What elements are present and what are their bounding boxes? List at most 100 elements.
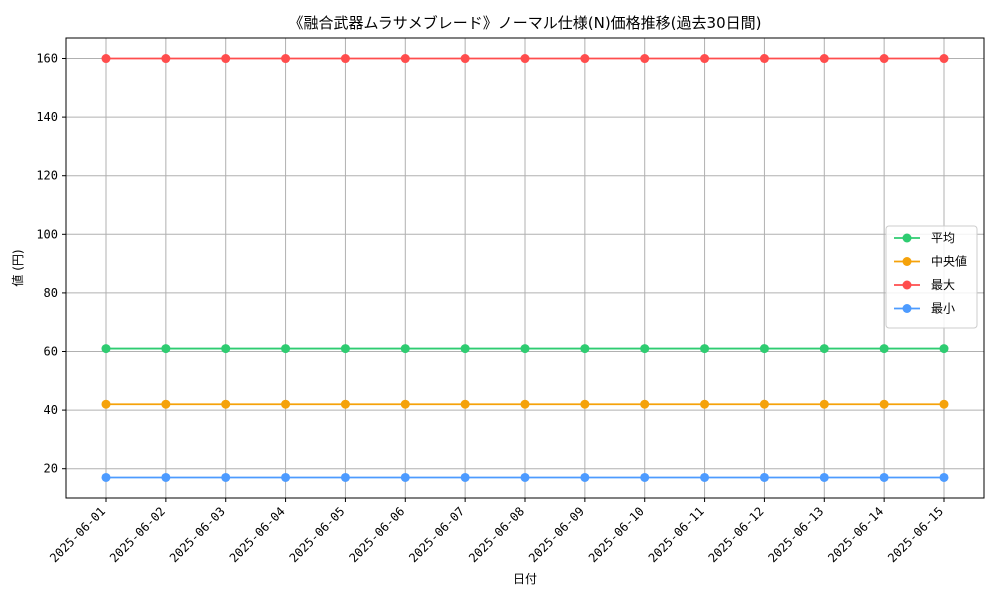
data-point xyxy=(520,344,530,354)
y-tick-label: 40 xyxy=(44,403,58,417)
legend-label: 平均 xyxy=(931,231,955,245)
data-point xyxy=(460,54,470,64)
x-tick-label: 2025-06-08 xyxy=(466,504,527,565)
data-point xyxy=(819,344,829,354)
y-tick-label: 120 xyxy=(36,169,58,183)
y-tick-label: 140 xyxy=(36,110,58,124)
legend-label: 最大 xyxy=(931,278,955,292)
chart-title: 《融合武器ムラサメブレード》ノーマル仕様(N)価格推移(過去30日間) xyxy=(289,14,762,32)
data-point xyxy=(819,472,829,482)
data-point xyxy=(101,54,111,64)
legend-swatch-marker xyxy=(902,257,912,266)
x-tick-label: 2025-06-06 xyxy=(346,504,407,565)
data-point xyxy=(580,399,590,409)
data-point xyxy=(340,54,350,64)
x-tick-label: 2025-06-03 xyxy=(167,504,228,565)
data-point xyxy=(161,399,171,409)
data-point xyxy=(580,344,590,354)
x-tick-label: 2025-06-09 xyxy=(526,504,587,565)
data-point xyxy=(759,399,769,409)
data-point xyxy=(700,54,710,64)
legend-swatch-marker xyxy=(902,304,912,313)
data-point xyxy=(700,472,710,482)
data-point xyxy=(879,472,889,482)
data-point xyxy=(939,54,949,64)
series-1 xyxy=(101,344,949,354)
data-point xyxy=(939,472,949,482)
legend-swatch-marker xyxy=(902,233,912,243)
data-point xyxy=(460,399,470,409)
x-tick-label: 2025-06-13 xyxy=(765,504,826,565)
data-point xyxy=(520,399,530,409)
data-point xyxy=(879,344,889,354)
data-point xyxy=(939,399,949,409)
y-tick-label: 80 xyxy=(44,286,58,300)
data-point xyxy=(640,472,650,482)
legend-swatch-marker xyxy=(902,280,912,290)
x-tick-label: 2025-06-10 xyxy=(586,504,647,565)
data-point xyxy=(819,54,829,64)
data-point xyxy=(400,472,410,482)
data-point xyxy=(879,399,889,409)
x-tick-label: 2025-06-15 xyxy=(885,504,946,565)
data-point xyxy=(221,54,231,64)
data-point xyxy=(819,399,829,409)
data-point xyxy=(281,399,291,409)
data-point xyxy=(340,472,350,482)
x-tick-label: 2025-06-05 xyxy=(287,504,348,565)
data-point xyxy=(400,54,410,64)
x-tick-label: 2025-06-14 xyxy=(825,504,886,565)
data-point xyxy=(640,54,650,64)
data-point xyxy=(340,399,350,409)
y-axis-label: 値 (円) xyxy=(10,249,25,286)
data-point xyxy=(161,54,171,64)
data-point xyxy=(400,344,410,354)
x-tick-label: 2025-06-12 xyxy=(706,504,767,565)
data-point xyxy=(580,54,590,64)
data-point xyxy=(221,472,231,482)
grid xyxy=(66,38,984,498)
data-point xyxy=(640,344,650,354)
y-tick-label: 60 xyxy=(44,345,58,359)
data-point xyxy=(520,472,530,482)
legend-label: 最小 xyxy=(931,302,955,316)
x-tick-label: 2025-06-07 xyxy=(406,504,467,565)
data-point xyxy=(460,472,470,482)
data-point xyxy=(759,54,769,64)
data-point xyxy=(580,472,590,482)
data-point xyxy=(879,54,889,64)
data-point xyxy=(161,344,171,354)
data-point xyxy=(400,399,410,409)
series-3 xyxy=(101,54,949,64)
data-point xyxy=(221,344,231,354)
data-point xyxy=(101,344,111,354)
x-tick-label: 2025-06-01 xyxy=(47,504,108,565)
legend-label: 中央値 xyxy=(931,254,967,269)
data-point xyxy=(700,344,710,354)
data-point xyxy=(759,472,769,482)
data-point xyxy=(700,399,710,409)
data-point xyxy=(221,399,231,409)
x-tick-label: 2025-06-11 xyxy=(646,504,707,565)
legend-frame xyxy=(885,225,978,329)
axis-ticks: 2025-06-012025-06-022025-06-032025-06-04… xyxy=(36,52,946,566)
y-tick-label: 20 xyxy=(44,462,58,476)
x-tick-label: 2025-06-04 xyxy=(227,504,288,565)
y-tick-label: 100 xyxy=(36,227,58,241)
data-point xyxy=(340,344,350,354)
data-point xyxy=(281,344,291,354)
series-4 xyxy=(101,472,949,482)
data-point xyxy=(939,344,949,354)
y-tick-label: 160 xyxy=(36,52,58,66)
data-point xyxy=(281,472,291,482)
data-point xyxy=(520,54,530,64)
data-point xyxy=(161,472,171,482)
data-point xyxy=(640,399,650,409)
data-point xyxy=(101,472,111,482)
series-2 xyxy=(101,399,949,409)
data-point xyxy=(460,344,470,354)
data-point xyxy=(759,344,769,354)
x-axis-label: 日付 xyxy=(513,572,537,586)
